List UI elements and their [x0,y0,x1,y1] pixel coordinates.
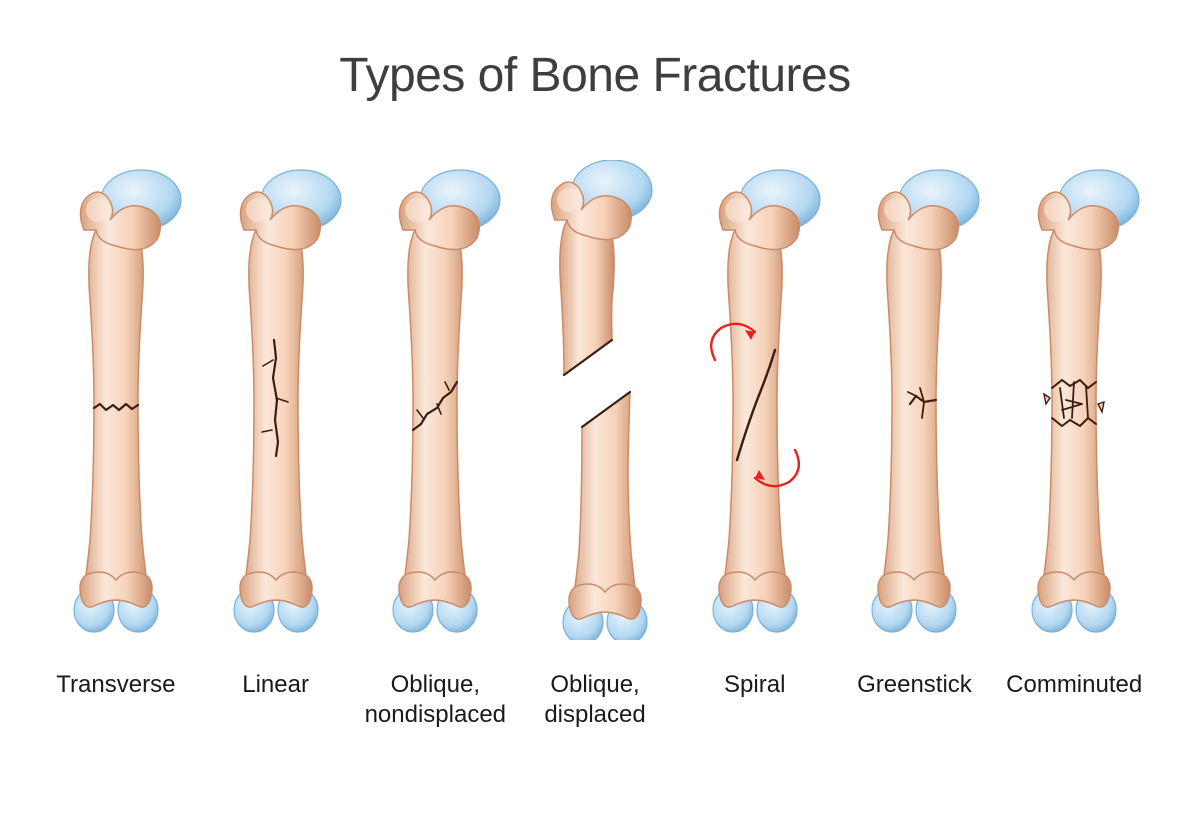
label-linear: Linear [242,670,309,700]
bones-row: Transverse [40,160,1150,730]
label-oblique-nondisplaced: Oblique, nondisplaced [359,670,511,730]
bone-spiral: Spiral [679,160,831,700]
bone-linear: Linear [200,160,352,700]
label-comminuted: Comminuted [1006,670,1142,700]
bone-oblique-nondisplaced: Oblique, nondisplaced [359,160,511,730]
bone-illustration-oblique-displaced [525,160,665,640]
bone-illustration-spiral [685,160,825,640]
bone-oblique-displaced: Oblique, displaced [519,160,671,730]
label-spiral: Spiral [724,670,785,700]
bone-illustration-linear [206,160,346,640]
bone-comminuted: Comminuted [998,160,1150,700]
bone-illustration-transverse [46,160,186,640]
label-greenstick: Greenstick [857,670,972,700]
label-transverse: Transverse [56,670,175,700]
bone-illustration-oblique-nondisplaced [365,160,505,640]
page-title: Types of Bone Fractures [0,48,1190,103]
bone-illustration-greenstick [844,160,984,640]
label-oblique-displaced: Oblique, displaced [519,670,671,730]
bone-illustration-comminuted [1004,160,1144,640]
bone-transverse: Transverse [40,160,192,700]
bone-greenstick: Greenstick [839,160,991,700]
